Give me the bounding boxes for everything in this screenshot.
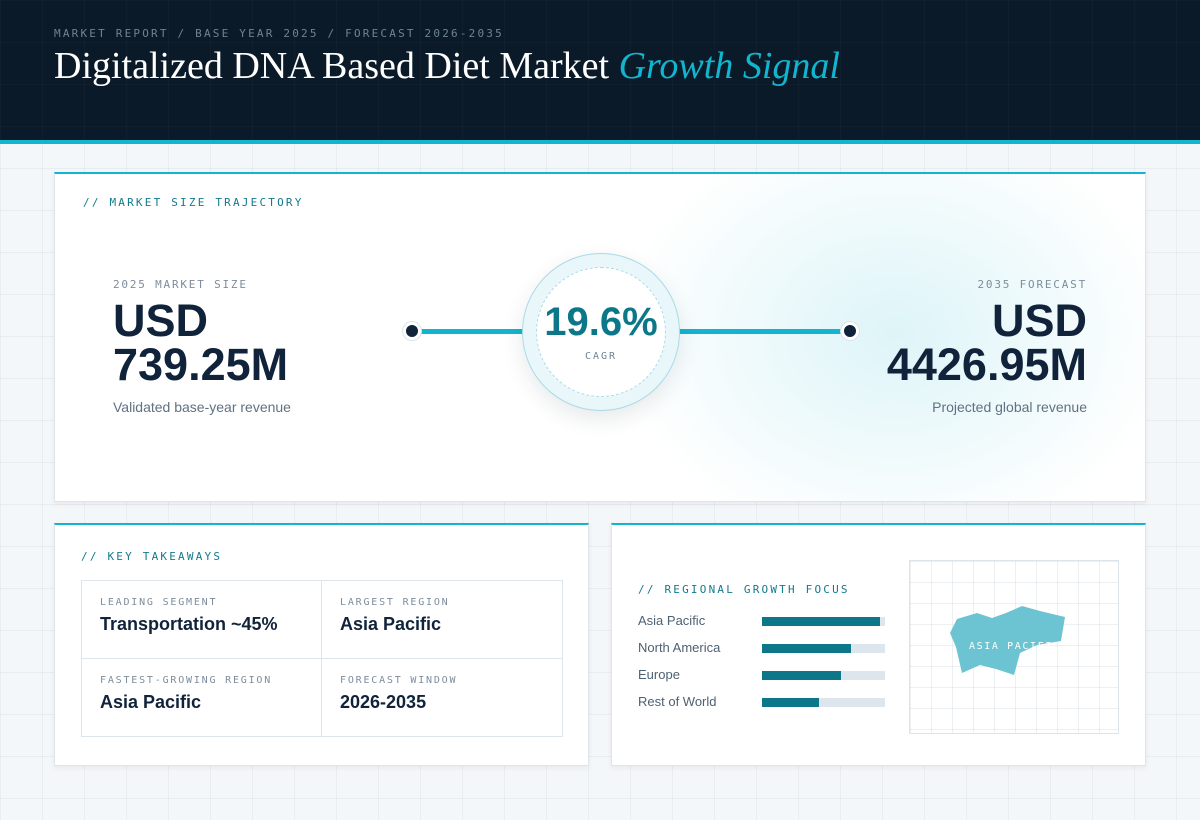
start-label: 2025 MARKET SIZE [113, 278, 248, 291]
region-map: ASIA PACIFIC [909, 560, 1119, 734]
start-value: USD 739.25M [113, 295, 291, 390]
region-name: Asia Pacific [638, 613, 706, 628]
start-value-currency: USD [113, 295, 209, 346]
region-row: North America [638, 640, 886, 667]
region-name: Europe [638, 667, 680, 682]
page-title-main: Digitalized DNA Based Diet Market [54, 45, 610, 87]
cagr-label: CAGR [584, 351, 618, 362]
region-bar-track [762, 644, 885, 653]
region-bar-fill [762, 644, 851, 653]
end-label: 2035 FORECAST [977, 278, 1087, 291]
takeaways-grid: LEADING SEGMENT Transportation ~45% LARG… [81, 580, 563, 737]
cagr-badge: 19.6% CAGR [522, 253, 680, 411]
region-bar-track [762, 671, 885, 680]
start-value-amount: 739.25M [113, 339, 289, 390]
takeaways-section-label: // KEY TAKEAWAYS [81, 550, 223, 563]
cagr-inner-ring [536, 267, 666, 397]
region-bar-fill [762, 698, 819, 707]
takeaway-fastest-growing-region: FASTEST-GROWING REGION Asia Pacific [82, 659, 322, 736]
trajectory-end-node [841, 322, 859, 340]
cagr-value: 19.6% [544, 300, 658, 344]
background-glow [615, 174, 1145, 501]
asia-pacific-map-icon [950, 606, 1065, 675]
takeaway-value: Asia Pacific [100, 692, 202, 712]
start-note: Validated base-year revenue [113, 399, 291, 415]
page-title-accent: Growth Signal [618, 45, 840, 87]
breadcrumb: MARKET REPORT / BASE YEAR 2025 / FORECAS… [54, 27, 504, 40]
end-value-currency: USD [991, 295, 1087, 346]
trajectory-section-label: // MARKET SIZE TRAJECTORY [83, 196, 304, 209]
region-row: Asia Pacific [638, 613, 886, 640]
region-list: Asia Pacific North America Europe Rest of W… [638, 613, 886, 721]
takeaway-label: FORECAST WINDOW [340, 675, 458, 686]
page-title: Digitalized DNA Based Diet Market Growth… [54, 44, 840, 88]
region-bar-fill [762, 671, 841, 680]
regional-growth-card: // REGIONAL GROWTH FOCUS Asia Pacific Nor… [611, 523, 1146, 766]
market-size-trajectory-card: // MARKET SIZE TRAJECTORY 2025 MARKET SI… [54, 172, 1146, 502]
region-bar-track [762, 617, 885, 626]
takeaway-label: LEADING SEGMENT [100, 597, 218, 608]
region-bar-fill [762, 617, 881, 626]
takeaway-label: LARGEST REGION [340, 597, 450, 608]
start-market-size: 2025 MARKET SIZE USD 739.25M Validated b… [113, 278, 291, 415]
region-name: North America [638, 640, 721, 655]
trajectory-start-node [403, 322, 421, 340]
report-header: MARKET REPORT / BASE YEAR 2025 / FORECAS… [0, 0, 1200, 140]
region-row: Rest of World [638, 694, 886, 721]
takeaway-label: FASTEST-GROWING REGION [100, 675, 273, 686]
takeaway-value: Transportation ~45% [100, 614, 278, 634]
trajectory-line-right [661, 329, 845, 334]
takeaway-value: Asia Pacific [340, 614, 442, 634]
asia-pacific-region-shape [950, 606, 1065, 675]
end-value: USD 4426.95M [886, 295, 1087, 390]
header-accent-rule [0, 140, 1200, 144]
region-bar-track [762, 698, 885, 707]
key-takeaways-card: // KEY TAKEAWAYS LEADING SEGMENT Transpo… [54, 523, 589, 766]
end-note: Projected global revenue [932, 399, 1087, 415]
takeaway-value: 2026-2035 [340, 692, 427, 712]
map-region-label: ASIA PACIFIC [969, 641, 1061, 652]
end-forecast: 2035 FORECAST USD 4426.95M Projected glo… [887, 278, 1087, 415]
regional-section-label: // REGIONAL GROWTH FOCUS [638, 583, 850, 596]
trajectory-line-left [417, 329, 537, 334]
takeaway-largest-region: LARGEST REGION Asia Pacific [322, 581, 562, 659]
end-value-amount: 4426.95M [886, 339, 1087, 390]
region-row: Europe [638, 667, 886, 694]
region-name: Rest of World [638, 694, 717, 709]
takeaway-forecast-window: FORECAST WINDOW 2026-2035 [322, 659, 562, 736]
takeaway-leading-segment: LEADING SEGMENT Transportation ~45% [82, 581, 322, 659]
